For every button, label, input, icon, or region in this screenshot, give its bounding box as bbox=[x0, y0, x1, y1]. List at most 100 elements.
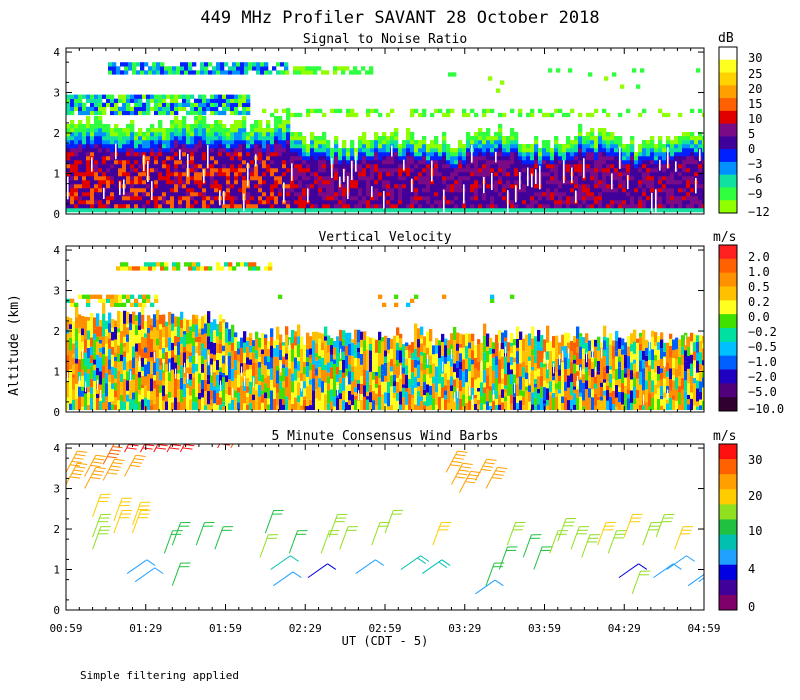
vv-cell bbox=[84, 339, 88, 353]
snr-cell bbox=[342, 187, 347, 193]
snr-cell bbox=[134, 106, 139, 112]
snr-cell bbox=[206, 167, 211, 173]
colorbar-tick-label: 15 bbox=[748, 97, 762, 111]
vv-cell bbox=[306, 376, 310, 387]
snr-cell bbox=[82, 183, 87, 189]
snr-cell bbox=[326, 143, 331, 149]
snr-cell bbox=[326, 187, 331, 193]
snr-cell bbox=[246, 135, 251, 141]
snr-cell bbox=[498, 191, 503, 197]
vv-cell bbox=[258, 337, 262, 348]
snr-cell bbox=[146, 94, 151, 99]
snr-cell bbox=[674, 199, 679, 205]
snr-cell bbox=[414, 147, 419, 153]
snr-cell bbox=[318, 203, 323, 209]
snr-cell bbox=[526, 207, 531, 213]
snr-cell bbox=[566, 207, 571, 213]
snr-cell bbox=[70, 207, 75, 213]
vv-cell bbox=[228, 344, 232, 353]
vv-cell bbox=[288, 348, 292, 362]
snr-cell bbox=[286, 171, 291, 177]
snr-cell bbox=[309, 70, 314, 75]
snr-cell bbox=[148, 66, 153, 71]
snr-cell bbox=[594, 155, 599, 161]
snr-cell bbox=[530, 108, 535, 114]
snr-cell bbox=[178, 106, 183, 112]
vv-cell bbox=[102, 313, 106, 327]
snr-cell bbox=[66, 151, 71, 157]
snr-cell bbox=[66, 110, 71, 116]
snr-cell bbox=[182, 127, 187, 133]
snr-cell bbox=[606, 155, 611, 161]
snr-cell bbox=[442, 175, 447, 181]
snr-cell bbox=[138, 207, 143, 213]
snr-cell bbox=[610, 199, 615, 205]
snr-cell bbox=[646, 175, 651, 181]
snr-cell bbox=[486, 163, 491, 169]
figure-title: 449 MHz Profiler SAVANT 28 October 2018 bbox=[200, 8, 599, 28]
snr-cell bbox=[426, 199, 431, 205]
snr-cell bbox=[282, 203, 287, 209]
snr-cell bbox=[362, 163, 367, 169]
snr-cell bbox=[678, 147, 683, 153]
snr-cell bbox=[362, 187, 367, 193]
snr-cell bbox=[346, 167, 351, 173]
snr-gap bbox=[471, 144, 473, 163]
snr-cell bbox=[566, 187, 571, 193]
snr-cell bbox=[110, 131, 115, 137]
snr-cell bbox=[194, 123, 199, 129]
snr-cell bbox=[116, 66, 121, 71]
vv-cell bbox=[390, 375, 394, 387]
snr-cell bbox=[114, 191, 119, 197]
snr-cell bbox=[630, 207, 635, 213]
snr-cell bbox=[194, 191, 199, 197]
snr-cell bbox=[586, 203, 591, 209]
snr-cell bbox=[590, 139, 595, 145]
snr-cell bbox=[110, 94, 115, 99]
snr-cell bbox=[198, 147, 203, 153]
snr-cell bbox=[602, 199, 607, 205]
snr-cell bbox=[310, 199, 315, 205]
snr-cell bbox=[290, 143, 295, 149]
vv-cell bbox=[141, 375, 145, 385]
vv-cell bbox=[177, 369, 181, 374]
snr-cell bbox=[290, 203, 295, 209]
snr-cell bbox=[78, 151, 83, 157]
snr-cell bbox=[514, 159, 519, 165]
vv-cell bbox=[90, 346, 94, 356]
snr-cell bbox=[434, 135, 439, 141]
snr-cell bbox=[498, 135, 503, 141]
snr-cell bbox=[598, 139, 603, 145]
snr-cell bbox=[174, 98, 179, 103]
snr-cell bbox=[238, 207, 243, 213]
snr-cell bbox=[144, 70, 149, 75]
vv-cell bbox=[201, 389, 205, 398]
snr-cell bbox=[330, 199, 335, 205]
vv-cell bbox=[192, 346, 196, 356]
snr-cell bbox=[162, 110, 167, 116]
snr-cell bbox=[334, 135, 339, 141]
snr-cell bbox=[166, 179, 171, 185]
snr-cell bbox=[478, 159, 483, 165]
vv-cell bbox=[219, 404, 223, 410]
snr-cell bbox=[290, 155, 295, 161]
snr-cell bbox=[134, 175, 139, 181]
snr-cell bbox=[502, 147, 507, 153]
snr-cell bbox=[166, 139, 171, 145]
snr-cell bbox=[294, 175, 299, 181]
snr-cell bbox=[174, 110, 179, 116]
snr-cell bbox=[150, 167, 155, 173]
snr-cell bbox=[574, 147, 579, 153]
snr-cell bbox=[284, 62, 289, 67]
snr-cell bbox=[214, 147, 219, 153]
vv-cell bbox=[177, 316, 181, 327]
snr-cell bbox=[310, 195, 315, 201]
snr-cell bbox=[514, 207, 519, 213]
snr-cell bbox=[210, 207, 215, 213]
snr-cell bbox=[490, 155, 495, 161]
snr-cell bbox=[378, 167, 383, 173]
snr-cell bbox=[158, 119, 163, 125]
vv-cell bbox=[102, 354, 106, 366]
vv-cell bbox=[300, 405, 304, 410]
vv-cell bbox=[99, 371, 103, 385]
